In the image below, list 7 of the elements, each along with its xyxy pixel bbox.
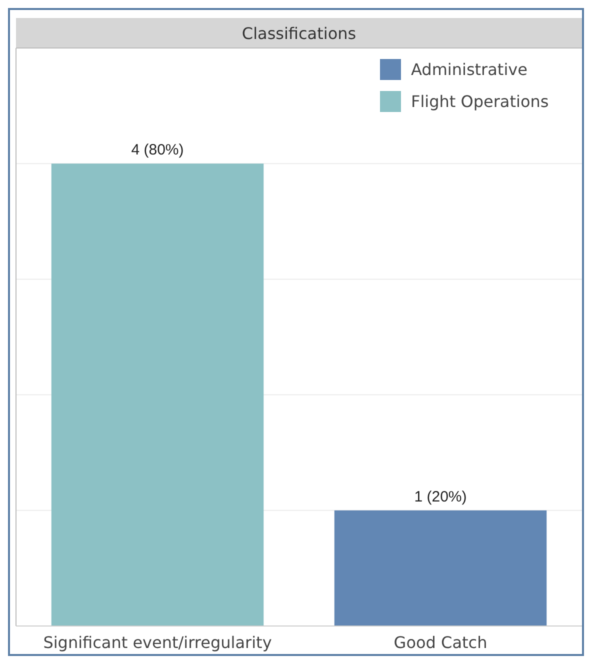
legend-label: Administrative [411, 60, 528, 79]
x-tick-label: Significant event/irregularity [43, 633, 272, 652]
x-tick-label: Good Catch [394, 633, 488, 652]
chart-title: Classifications [242, 24, 356, 43]
legend-label: Flight Operations [411, 92, 549, 111]
data-label: 1 (20%) [414, 488, 467, 506]
data-label: 4 (80%) [131, 142, 184, 159]
